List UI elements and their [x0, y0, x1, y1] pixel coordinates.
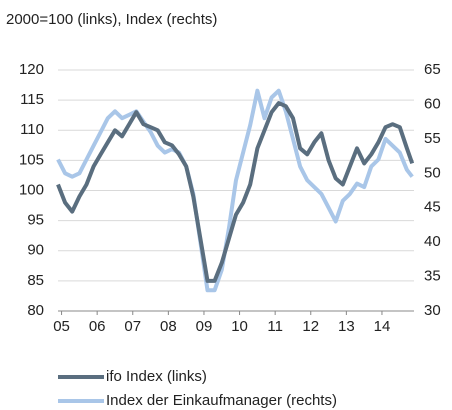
y-tick-label: 90 [27, 242, 44, 259]
y2-tick-label: 55 [424, 130, 441, 147]
legend-label: ifo Index (links) [106, 368, 207, 385]
series-line [56, 88, 414, 293]
y2-tick-label: 40 [424, 233, 441, 250]
x-tick-label: 07 [124, 318, 141, 335]
y2-tick-label: 65 [424, 61, 441, 78]
y-tick-label: 95 [27, 212, 44, 229]
legend-label: Index der Einkaufmanager (rechts) [106, 392, 337, 409]
x-tick-label: 08 [160, 318, 177, 335]
x-tick-label: 05 [53, 318, 70, 335]
y2-tick-label: 50 [424, 164, 441, 181]
series-line [56, 101, 415, 283]
y2-tick-label: 35 [424, 268, 441, 285]
x-tick-label: 06 [89, 318, 106, 335]
y-tick-label: 100 [19, 181, 44, 198]
x-tick-label: 12 [302, 318, 319, 335]
y2-tick-label: 60 [424, 95, 441, 112]
y-tick-label: 85 [27, 272, 44, 289]
y2-tick-label: 30 [424, 302, 441, 319]
y2-tick-label: 45 [424, 199, 441, 216]
y-tick-label: 120 [19, 61, 44, 78]
x-tick-label: 09 [196, 318, 213, 335]
y-tick-label: 80 [27, 302, 44, 319]
x-tick-label: 10 [231, 318, 248, 335]
x-tick-label: 13 [338, 318, 355, 335]
y-tick-label: 110 [20, 121, 44, 138]
x-tick-label: 14 [374, 318, 391, 335]
y-tick-label: 105 [19, 151, 44, 168]
y-tick-label: 115 [20, 91, 44, 108]
x-tick-label: 11 [267, 318, 283, 335]
chart-subtitle: 2000=100 (links), Index (rechts) [6, 11, 217, 28]
